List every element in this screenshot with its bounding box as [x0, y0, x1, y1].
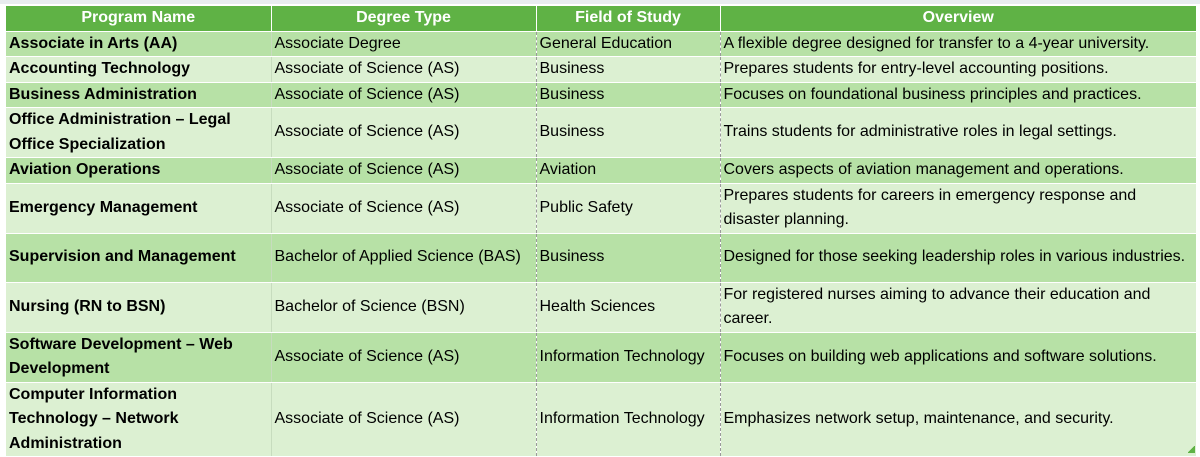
cell-field[interactable]: Business — [535, 82, 720, 108]
cell-field[interactable]: Public Safety — [535, 183, 720, 234]
header-row: Program Name Degree Type Field of Study … — [6, 6, 1196, 32]
cell-program[interactable]: Office Administration – Legal Office Spe… — [6, 107, 271, 158]
cell-program[interactable]: Nursing (RN to BSN) — [6, 282, 271, 333]
cell-field[interactable]: Health Sciences — [535, 282, 720, 333]
table-row: Accounting Technology Associate of Scien… — [6, 56, 1196, 83]
top-edge — [0, 0, 1200, 4]
cell-degree[interactable]: Bachelor of Applied Science (BAS) — [270, 233, 536, 283]
table-row: Emergency Management Associate of Scienc… — [6, 183, 1196, 234]
cell-overview[interactable]: A flexible degree designed for transfer … — [719, 31, 1196, 57]
cell-overview[interactable]: Covers aspects of aviation management an… — [719, 157, 1196, 184]
header-overview[interactable]: Overview — [719, 6, 1196, 32]
cell-degree[interactable]: Associate of Science (AS) — [270, 382, 536, 457]
table-row: Associate in Arts (AA) Associate Degree … — [6, 31, 1196, 57]
cell-overview[interactable]: Trains students for administrative roles… — [719, 107, 1196, 158]
cell-overview[interactable]: Emphasizes network setup, maintenance, a… — [719, 382, 1196, 457]
cell-overview[interactable]: For registered nurses aiming to advance … — [719, 282, 1196, 333]
cell-program[interactable]: Accounting Technology — [6, 56, 271, 83]
cell-program[interactable]: Emergency Management — [6, 183, 271, 234]
cell-degree[interactable]: Associate of Science (AS) — [270, 107, 536, 158]
cell-degree[interactable]: Associate of Science (AS) — [270, 157, 536, 184]
table-row: Nursing (RN to BSN) Bachelor of Science … — [6, 282, 1196, 333]
cell-degree[interactable]: Associate Degree — [270, 31, 536, 57]
cell-degree[interactable]: Associate of Science (AS) — [270, 82, 536, 108]
cell-program[interactable]: Computer Information Technology – Networ… — [6, 382, 271, 457]
cell-field[interactable]: General Education — [535, 31, 720, 57]
cell-program[interactable]: Supervision and Management — [6, 233, 271, 283]
table-row: Computer Information Technology – Networ… — [6, 382, 1196, 457]
table-row: Business Administration Associate of Sci… — [6, 82, 1196, 108]
table-row: Supervision and Management Bachelor of A… — [6, 233, 1196, 283]
cell-overview[interactable]: Focuses on foundational business princip… — [719, 82, 1196, 108]
cell-field[interactable]: Information Technology — [535, 332, 720, 383]
cell-field[interactable]: Aviation — [535, 157, 720, 184]
cell-overview[interactable]: Focuses on building web applications and… — [719, 332, 1196, 383]
cell-degree[interactable]: Bachelor of Science (BSN) — [270, 282, 536, 333]
cell-field[interactable]: Business — [535, 56, 720, 83]
cell-program[interactable]: Associate in Arts (AA) — [6, 31, 271, 57]
cell-degree[interactable]: Associate of Science (AS) — [270, 183, 536, 234]
cell-degree[interactable]: Associate of Science (AS) — [270, 332, 536, 383]
cell-program[interactable]: Business Administration — [6, 82, 271, 108]
cell-degree[interactable]: Associate of Science (AS) — [270, 56, 536, 83]
cell-program[interactable]: Software Development – Web Development — [6, 332, 271, 383]
header-degree-type[interactable]: Degree Type — [270, 6, 536, 32]
cell-overview[interactable]: Prepares students for careers in emergen… — [719, 183, 1196, 234]
cell-field[interactable]: Information Technology — [535, 382, 720, 457]
cell-overview[interactable]: Designed for those seeking leadership ro… — [719, 233, 1196, 283]
header-field-of-study[interactable]: Field of Study — [535, 6, 720, 32]
programs-table: Program Name Degree Type Field of Study … — [6, 6, 1196, 457]
table-row: Aviation Operations Associate of Science… — [6, 157, 1196, 184]
header-program-name[interactable]: Program Name — [6, 6, 271, 32]
table-resize-handle[interactable] — [1188, 446, 1195, 453]
table-row: Office Administration – Legal Office Spe… — [6, 107, 1196, 158]
cell-overview[interactable]: Prepares students for entry-level accoun… — [719, 56, 1196, 83]
cell-program[interactable]: Aviation Operations — [6, 157, 271, 184]
cell-field[interactable]: Business — [535, 233, 720, 283]
cell-field[interactable]: Business — [535, 107, 720, 158]
table-row: Software Development – Web Development A… — [6, 332, 1196, 383]
